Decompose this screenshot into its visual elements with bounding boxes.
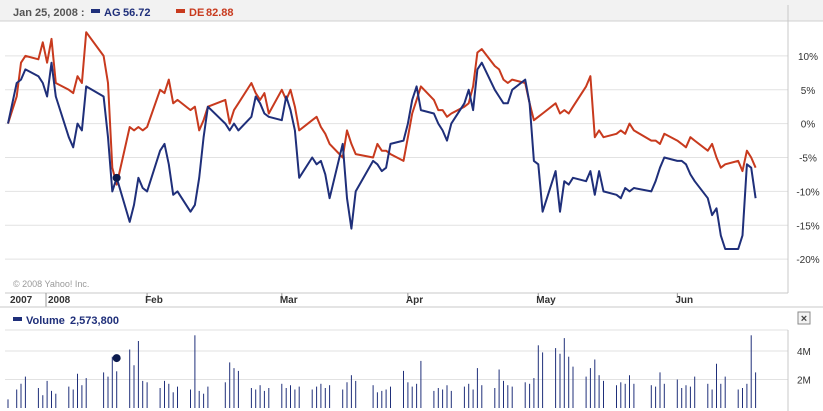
close-icon[interactable]: ×: [801, 313, 807, 325]
price-y-tick-label: 0%: [801, 120, 816, 131]
series-a-symbol: AG: [104, 7, 121, 19]
price-y-tick-label: 10%: [798, 52, 818, 63]
series-b-value: 82.88: [206, 7, 234, 19]
volume-value: 2,573,800: [70, 315, 119, 327]
volume-y-tick-label: 4M: [797, 347, 811, 358]
volume-label: Volume: [26, 315, 65, 327]
price-y-axis: 10% 5% 0% -5% -10% -15% -20%: [796, 52, 819, 266]
volume-close-button[interactable]: ×: [797, 311, 811, 325]
volume-y-axis: 4M 2M: [797, 347, 811, 387]
x-axis-label: Feb: [145, 295, 163, 306]
price-y-tick-label: -15%: [796, 221, 819, 232]
price-y-tick-label: -10%: [796, 187, 819, 198]
header-date: Jan 25, 2008 :: [13, 7, 85, 19]
volume-bars: [7, 335, 757, 408]
x-axis-label: May: [536, 295, 556, 306]
price-y-tick-label: 5%: [801, 86, 816, 97]
x-axis-label: 2007: [10, 295, 33, 306]
header-bar: [0, 0, 823, 21]
date-marker-dot: [112, 173, 121, 182]
series-b-swatch: [176, 9, 185, 13]
series-line-ag: [7, 61, 757, 250]
volume-swatch: [13, 317, 22, 321]
volume-close-box[interactable]: [797, 311, 811, 325]
series-a-swatch: [91, 9, 100, 13]
volume-marker-dot: [112, 354, 121, 363]
price-series: [7, 31, 757, 250]
copyright-notice: © 2008 Yahoo! Inc.: [13, 279, 89, 289]
volume-gridlines: [5, 350, 788, 380]
series-a-value: 56.72: [123, 7, 151, 19]
x-axis-label: Apr: [406, 295, 423, 306]
volume-y-tick-label: 2M: [797, 375, 811, 386]
x-axis: 2007 2008 Feb Mar Apr May Jun: [10, 293, 693, 307]
x-axis-label: Jun: [675, 295, 693, 306]
price-y-tick-label: -20%: [796, 255, 819, 266]
series-b-symbol: DE: [189, 7, 204, 19]
x-axis-label: Mar: [280, 295, 298, 306]
price-y-tick-label: -5%: [799, 154, 817, 165]
x-axis-label: 2008: [48, 295, 71, 306]
